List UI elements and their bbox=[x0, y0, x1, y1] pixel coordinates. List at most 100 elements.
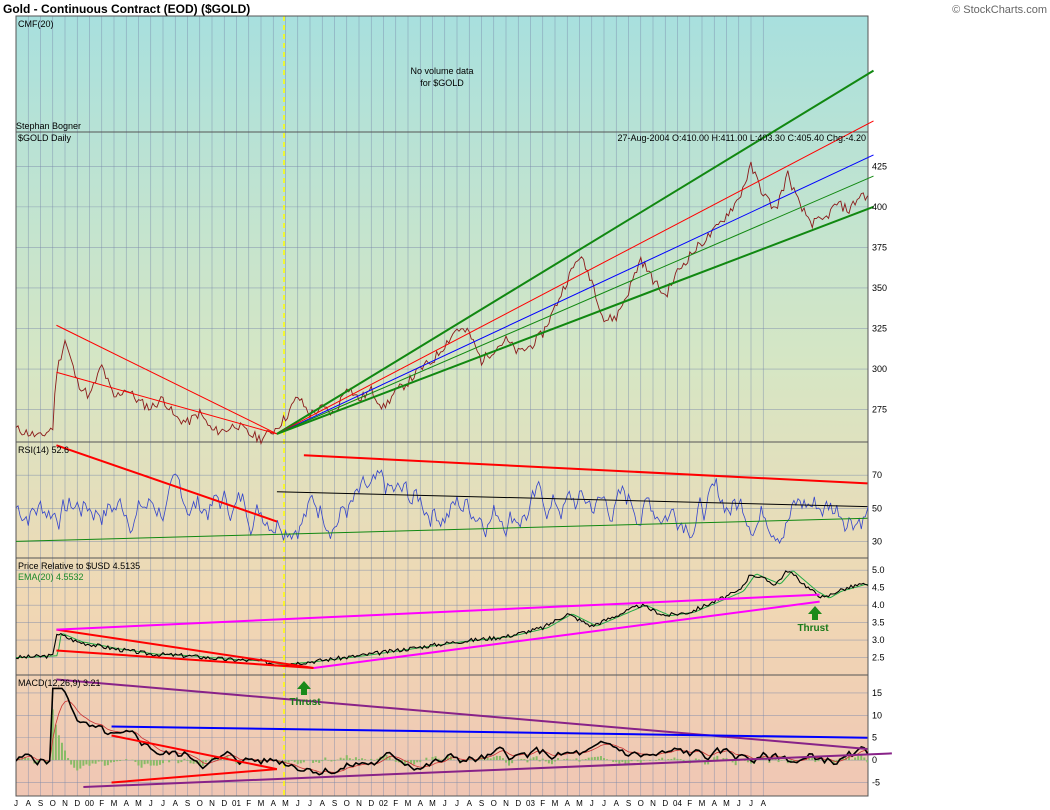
x-tick-label: O bbox=[344, 799, 350, 808]
x-tick-label: J bbox=[443, 799, 447, 808]
x-tick-label: N bbox=[503, 799, 509, 808]
x-tick-label: J bbox=[737, 799, 741, 808]
price-quote: 27-Aug-2004 O:410.00 H:411.00 L:403.30 C… bbox=[617, 133, 866, 143]
x-tick-label: 04 bbox=[673, 799, 682, 808]
ema-label: EMA(20) 4.5532 bbox=[18, 572, 84, 582]
y-tick-label: 3.5 bbox=[872, 618, 885, 628]
trendline-purple bbox=[56, 678, 868, 750]
x-tick-label: 02 bbox=[379, 799, 388, 808]
y-tick-label: 3.0 bbox=[872, 635, 885, 645]
y-tick-label: 4.5 bbox=[872, 583, 885, 593]
trendline-red bbox=[56, 649, 314, 670]
thrust-label-1: Thrust bbox=[289, 697, 321, 708]
trendline-black bbox=[276, 491, 868, 508]
x-tick-label: N bbox=[209, 799, 215, 808]
x-tick-label: M bbox=[282, 799, 289, 808]
x-tick-label: M bbox=[135, 799, 142, 808]
x-tick-label: S bbox=[479, 799, 484, 808]
x-tick-label: A bbox=[418, 799, 424, 808]
x-tick-label: M bbox=[405, 799, 412, 808]
grid bbox=[15, 16, 868, 796]
trendline-magenta bbox=[56, 593, 820, 631]
author-annotation: Stephan Bogner bbox=[16, 121, 81, 131]
trendline-red bbox=[56, 444, 278, 523]
x-tick-label: O bbox=[491, 799, 497, 808]
trendline-red bbox=[276, 120, 874, 435]
credit-text: © StockCharts.com bbox=[952, 4, 1047, 16]
y-tick-label: 4.0 bbox=[872, 600, 885, 610]
x-tick-label: N bbox=[356, 799, 362, 808]
price-label: $GOLD Daily bbox=[18, 133, 72, 143]
y-tick-label: 425 bbox=[872, 161, 887, 171]
trendline-purple bbox=[83, 752, 892, 789]
no-volume-note-line2: for $GOLD bbox=[420, 78, 464, 88]
y-tick-label: 15 bbox=[872, 688, 882, 698]
x-tick-label: M bbox=[258, 799, 265, 808]
x-tick-label: M bbox=[576, 799, 583, 808]
y-tick-label: 325 bbox=[872, 323, 887, 333]
x-tick-label: M bbox=[699, 799, 706, 808]
macd-series bbox=[16, 687, 868, 776]
y-tick-label: 5 bbox=[872, 733, 877, 743]
trendline-green bbox=[276, 175, 874, 435]
trendline-green bbox=[276, 69, 875, 435]
x-tick-label: A bbox=[712, 799, 718, 808]
cmf-label: CMF(20) bbox=[18, 19, 54, 29]
price-relative-series bbox=[16, 570, 868, 667]
x-tick-label: 03 bbox=[526, 799, 535, 808]
y-tick-label: 70 bbox=[872, 470, 882, 480]
x-tick-label: A bbox=[271, 799, 277, 808]
x-tick-label: F bbox=[246, 799, 251, 808]
trendline-magenta bbox=[313, 600, 820, 670]
x-tick-label: A bbox=[320, 799, 326, 808]
trendline-green bbox=[15, 517, 868, 542]
x-tick-label: J bbox=[308, 799, 312, 808]
no-volume-note-line1: No volume data bbox=[410, 66, 473, 76]
y-tick-label: 2.5 bbox=[872, 653, 885, 663]
x-tick-label: 00 bbox=[85, 799, 94, 808]
x-tick-label: J bbox=[161, 799, 165, 808]
x-tick-label: D bbox=[662, 799, 668, 808]
x-tick-label: O bbox=[638, 799, 644, 808]
x-tick-label: J bbox=[14, 799, 18, 808]
x-tick-label: J bbox=[749, 799, 753, 808]
x-tick-label: N bbox=[650, 799, 656, 808]
panel-separators bbox=[16, 131, 868, 676]
x-tick-label: S bbox=[626, 799, 631, 808]
trendline-red bbox=[111, 768, 278, 784]
y-tick-label: 375 bbox=[872, 242, 887, 252]
x-tick-label: N bbox=[62, 799, 68, 808]
plot-border bbox=[15, 15, 869, 797]
x-tick-label: D bbox=[74, 799, 80, 808]
x-tick-label: A bbox=[124, 799, 130, 808]
trendline-red bbox=[56, 371, 278, 435]
y-tick-label: 300 bbox=[872, 364, 887, 374]
x-tick-label: F bbox=[687, 799, 692, 808]
x-tick-label: A bbox=[761, 799, 767, 808]
y-tick-label: 50 bbox=[872, 503, 882, 513]
trendline-red bbox=[111, 734, 278, 771]
trendline-red bbox=[303, 454, 868, 485]
rsi-label: RSI(14) 52.6 bbox=[18, 445, 69, 455]
chart-title: Gold - Continuous Contract (EOD) ($GOLD) bbox=[3, 2, 250, 16]
trendline-layer bbox=[15, 69, 892, 789]
x-tick-label: M bbox=[429, 799, 436, 808]
y-tick-label: 0 bbox=[872, 755, 877, 765]
x-tick-label: J bbox=[602, 799, 606, 808]
thrust-label-2: Thrust bbox=[797, 623, 829, 634]
y-tick-label: 10 bbox=[872, 710, 882, 720]
x-tick-label: F bbox=[99, 799, 104, 808]
trendline-blue bbox=[111, 725, 868, 739]
x-tick-label: A bbox=[173, 799, 179, 808]
x-tick-label: M bbox=[111, 799, 118, 808]
macd-label: MACD(12,26,9) 3.21 bbox=[18, 678, 101, 688]
x-tick-label: A bbox=[467, 799, 473, 808]
x-tick-label: M bbox=[552, 799, 559, 808]
y-tick-label: -5 bbox=[872, 778, 880, 788]
y-tick-label: 400 bbox=[872, 202, 887, 212]
thrust-arrow-1 bbox=[297, 681, 311, 695]
x-tick-label: O bbox=[197, 799, 203, 808]
x-tick-label: A bbox=[614, 799, 620, 808]
x-tick-label: J bbox=[296, 799, 300, 808]
